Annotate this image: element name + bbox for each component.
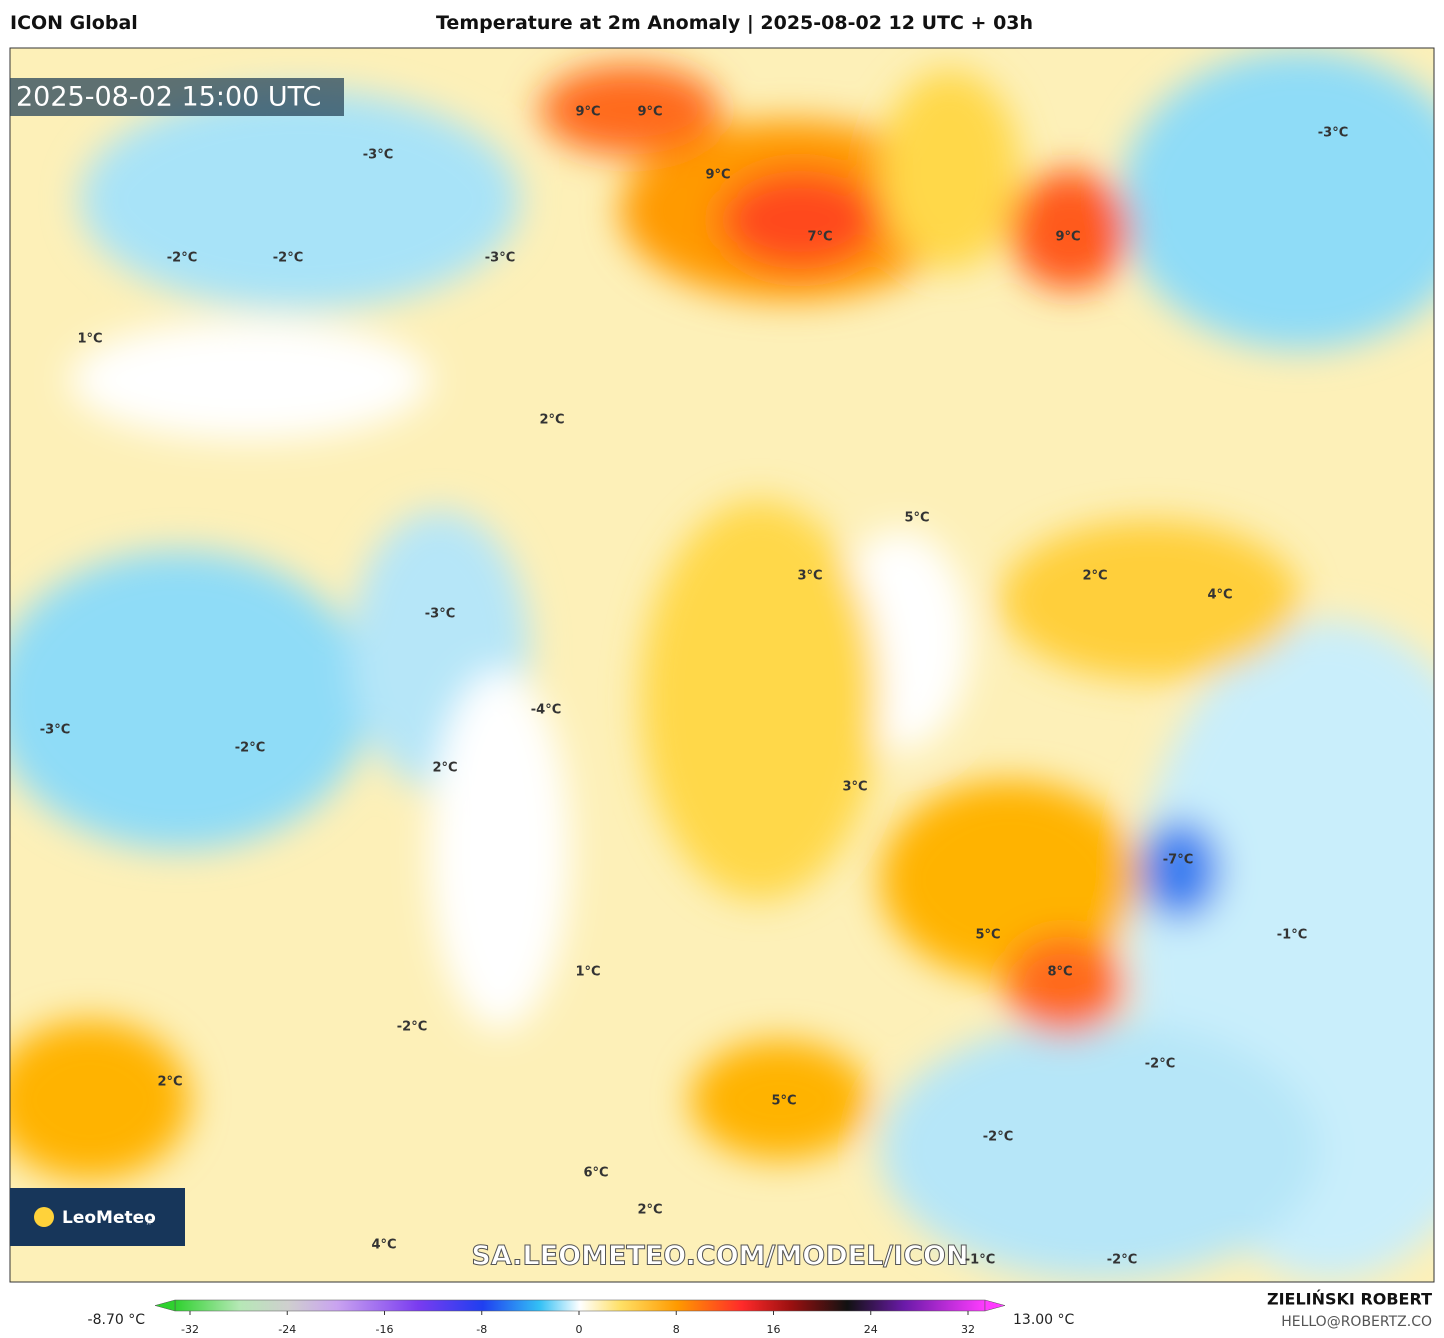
colorbar: [174, 1299, 986, 1312]
contour-label: 1°C: [77, 332, 102, 347]
contour-label: -2°C: [167, 251, 197, 266]
contour-label: -3°C: [425, 607, 455, 622]
colorbar-end-high: [984, 1299, 1006, 1312]
contour-label: 5°C: [904, 511, 929, 526]
contour-label: -3°C: [363, 148, 393, 163]
contour-label: -2°C: [397, 1020, 427, 1035]
contour-label: 1°C: [575, 965, 600, 980]
anomaly-field: [10, 48, 1434, 1282]
contour-label: 9°C: [637, 105, 662, 120]
contour-label: 8°C: [1047, 965, 1072, 980]
contour-label: 2°C: [157, 1075, 182, 1090]
timestamp-box: [10, 78, 344, 116]
contour-label: 9°C: [705, 168, 730, 183]
contour-label: 3°C: [797, 569, 822, 584]
contour-label: -2°C: [1107, 1253, 1137, 1268]
contour-label: 5°C: [771, 1094, 796, 1109]
contour-label: 7°C: [807, 230, 832, 245]
colorbar-tick-label: -8: [476, 1323, 487, 1336]
watermark: SA.LEOMETEO.COM/MODEL/ICON: [471, 1241, 968, 1272]
timestamp: 2025-08-02 15:00 UTC: [16, 82, 321, 113]
colorbar-tick-label: 32: [961, 1323, 975, 1336]
contour-label: 4°C: [1207, 588, 1232, 603]
logo-sun: [34, 1207, 54, 1227]
contour-label: 9°C: [575, 105, 600, 120]
contour-label: -4°C: [531, 703, 561, 718]
contour-label: 6°C: [583, 1166, 608, 1181]
contour-label: 4°C: [371, 1238, 396, 1253]
colorbar-tick-label: -24: [278, 1323, 296, 1336]
contour-label: -7°C: [1163, 853, 1193, 868]
contour-label: 5°C: [975, 928, 1000, 943]
model-name: ICON Global: [10, 12, 138, 34]
contour-label: 2°C: [539, 413, 564, 428]
colorbar-min: -8.70 °C: [88, 1312, 146, 1328]
contour-label: -2°C: [235, 741, 265, 756]
contour-label: -2°C: [983, 1130, 1013, 1145]
contour-label: 2°C: [1082, 569, 1107, 584]
map-title: Temperature at 2m Anomaly | 2025-08-02 1…: [436, 12, 1034, 34]
contour-label: -2°C: [273, 251, 303, 266]
logo-name: LeoMeteo: [62, 1208, 156, 1228]
contour-label: -3°C: [485, 251, 515, 266]
contour-label: 9°C: [1055, 230, 1080, 245]
contact: HELLO@ROBERTZ.CO: [1281, 1314, 1432, 1330]
colorbar-tick-label: 16: [767, 1323, 781, 1336]
colorbar-tick-label: -16: [376, 1323, 394, 1336]
author: ZIELIŃSKI ROBERT: [1267, 1290, 1432, 1309]
colorbar-tick-label: -32: [181, 1323, 199, 1336]
contour-label: 2°C: [432, 761, 457, 776]
logo-suffix: jp: [146, 1217, 154, 1225]
colorbar-max: 13.00 °C: [1013, 1312, 1075, 1328]
contour-label: 2°C: [637, 1203, 662, 1218]
colorbar-tick-label: 0: [576, 1323, 583, 1336]
contour-label: -3°C: [1318, 126, 1348, 141]
contour-label: -1°C: [1277, 928, 1307, 943]
colorbar-tick-label: 24: [864, 1323, 878, 1336]
contour-label: -2°C: [1145, 1057, 1175, 1072]
contour-label: -1°C: [965, 1253, 995, 1268]
contour-label: -3°C: [40, 723, 70, 738]
colorbar-tick-label: 8: [673, 1323, 680, 1336]
contour-label: 3°C: [842, 780, 867, 795]
colorbar-end-low: [154, 1299, 176, 1312]
